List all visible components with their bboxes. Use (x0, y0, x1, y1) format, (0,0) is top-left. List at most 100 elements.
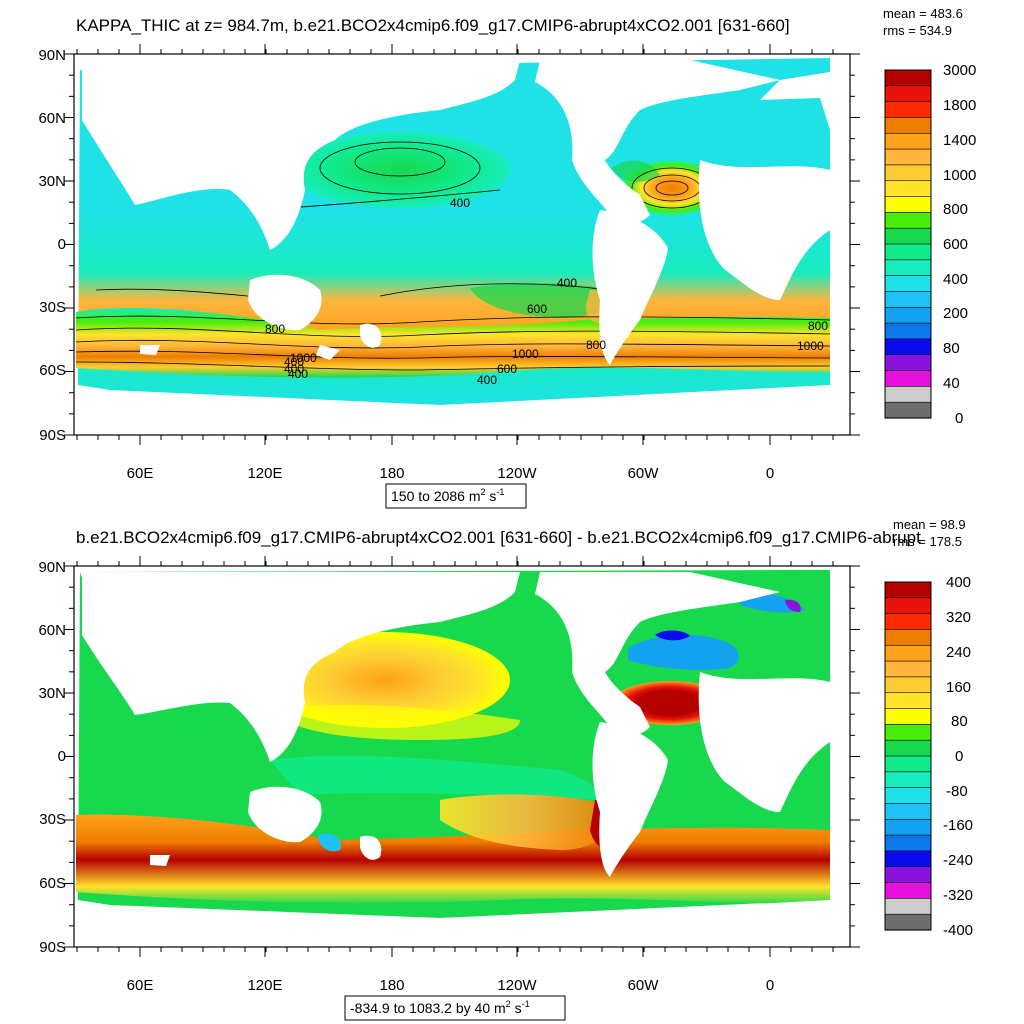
mean-label: mean = 98.9 (893, 517, 966, 532)
colorbar-swatch (884, 306, 932, 324)
colorbar-swatch (884, 212, 932, 229)
lat-label: 60S (39, 362, 66, 379)
range-label: -834.9 to 1083.2 by 40 m2 s-1 (350, 999, 530, 1016)
colorbar-swatch (884, 180, 932, 198)
lat-label: 90N (38, 559, 66, 576)
labrador-negative (628, 634, 739, 670)
colorbar-swatch (884, 85, 932, 103)
colorbar-swatch (884, 354, 932, 372)
colorbar-label: 400 (943, 271, 968, 288)
colorbar-label: 200 (943, 305, 968, 322)
colorbar-swatch (884, 370, 932, 387)
colorbar-label: 800 (943, 201, 968, 218)
colorbar-label: -160 (943, 817, 973, 834)
contour-label: 800 (265, 322, 285, 336)
lat-label: 0 (58, 236, 66, 253)
contour-label: 600 (497, 362, 517, 376)
colorbar-label: 400 (946, 574, 971, 591)
colorbar-swatch (884, 882, 932, 899)
colorbar-swatch (884, 386, 932, 403)
mean-label: mean = 483.6 (883, 6, 963, 21)
lat-label: 30N (38, 173, 66, 190)
contour-label: 400 (477, 373, 497, 387)
colorbar-labels: 400 320 240 160 80 0 -80 -160 -240 -320 … (943, 574, 973, 939)
lon-label: 60E (127, 977, 154, 994)
lon-label: 180 (379, 977, 404, 994)
colorbar-swatch (884, 338, 932, 356)
lat-label: 30N (38, 685, 66, 702)
colorbar-swatch (884, 629, 932, 646)
colorbar-swatch (884, 724, 932, 741)
lon-label: 120E (247, 977, 282, 994)
north-pacific-yellow (270, 704, 520, 740)
colorbar-label: 0 (955, 748, 963, 765)
contour-lines (75, 141, 831, 371)
lon-label: 120W (497, 977, 537, 994)
colorbar-swatch (884, 803, 932, 820)
range-box (344, 995, 566, 1021)
colorbar-swatch (884, 581, 932, 599)
rms-label: rms = 178.5 (893, 534, 962, 549)
colorbar-label: -400 (943, 922, 973, 939)
map-field (75, 58, 831, 435)
colorbar-label: -240 (943, 852, 973, 869)
colorbar-swatch (884, 644, 932, 662)
lat-label: 90N (38, 47, 66, 64)
southern-ocean-band (76, 814, 830, 905)
lon-label: 0 (766, 465, 774, 482)
colorbar-swatch (884, 322, 932, 340)
colorbar-label: 160 (946, 679, 971, 696)
colorbar-frame (884, 69, 932, 419)
colorbar-swatch (884, 739, 932, 757)
rms-label: rms = 534.9 (883, 23, 952, 38)
panel-top: KAPPA_THIC at z= 984.7m, b.e21.BCO2x4cmi… (38, 6, 976, 509)
colorbar-frame (884, 581, 932, 931)
colorbar-label: 600 (943, 236, 968, 253)
lat-label: 90S (39, 939, 66, 956)
colorbar-swatch (884, 227, 932, 245)
lat-axis: 90N 60N 30N 0 30S 60S 90S (38, 47, 66, 444)
colorbar-swatch (884, 850, 932, 868)
panel-title: KAPPA_THIC at z= 984.7m, b.e21.BCO2x4cmi… (76, 16, 790, 35)
contour-label: 1000 (797, 339, 824, 353)
labrador-deep (655, 630, 690, 641)
tasman-blue (318, 833, 341, 852)
colorbar-swatch (884, 243, 932, 261)
lon-axis: 60E 120E 180 120W 60W 0 (127, 977, 775, 994)
range-box (385, 483, 527, 509)
labrador-zone (612, 160, 660, 182)
south-pacific-zone (440, 794, 612, 850)
contour-label: 1000 (290, 351, 317, 365)
colorbar-swatch (884, 708, 932, 725)
contour-label: 400 (450, 196, 470, 210)
colorbar-swatch (884, 597, 932, 615)
land-mask (76, 60, 830, 435)
colorbar-label: 1800 (943, 97, 976, 114)
lat-label: 60S (39, 875, 66, 892)
north-pacific-zone (290, 132, 510, 208)
range-label: 150 to 2086 m2 s-1 (391, 487, 504, 504)
colorbar-swatch (884, 787, 932, 805)
nordic-purple (785, 599, 801, 612)
contour-label: 800 (586, 338, 606, 352)
colorbar-swatch (884, 275, 932, 293)
contour-label: 1000 (512, 347, 539, 361)
colorbar-label: 1400 (943, 132, 976, 149)
lat-label: 0 (58, 748, 66, 765)
contour-label: 800 (808, 319, 828, 333)
contour-label: 400 (557, 276, 577, 290)
colorbar-swatch (884, 164, 932, 182)
colorbar-label: 80 (943, 340, 960, 357)
lon-label: 180 (379, 465, 404, 482)
colorbar-label: 40 (943, 375, 960, 392)
colorbar-swatch (884, 771, 932, 789)
colorbar-swatch (884, 613, 932, 631)
lon-axis: 60E 120E 180 120W 60W 0 (127, 465, 775, 482)
lat-label: 30S (39, 811, 66, 828)
lat-label: 60N (38, 110, 66, 127)
colorbar-label: 80 (951, 713, 968, 730)
lon-label: 60E (127, 465, 154, 482)
colorbar-swatch (884, 69, 932, 87)
colorbar-swatch (884, 818, 932, 836)
